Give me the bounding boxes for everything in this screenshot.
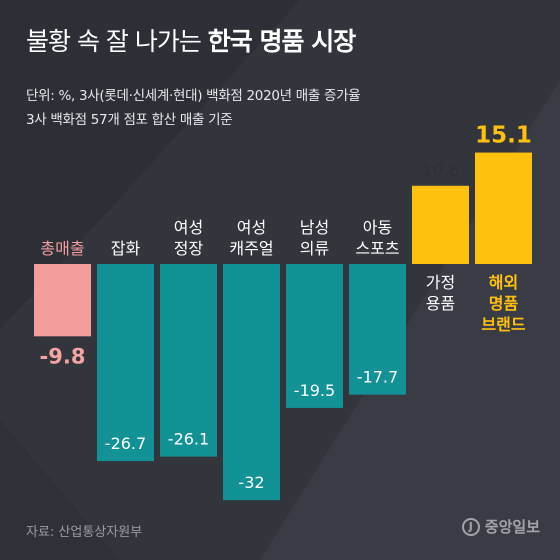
- publisher-logo: J 중앙일보: [461, 516, 540, 537]
- value-label-4: -19.5: [294, 381, 335, 400]
- category-label-5: 아동 스포츠: [355, 218, 399, 258]
- logo-text: 중앙일보: [484, 518, 540, 536]
- bar-7: [475, 152, 532, 264]
- category-label-0: 총매출: [40, 239, 84, 258]
- value-label-2: -26.1: [168, 430, 209, 449]
- logo-mark-icon: J: [461, 517, 480, 536]
- bar-5: [349, 264, 406, 395]
- category-label-1: 잡화: [111, 239, 141, 258]
- bar-3: [223, 264, 280, 501]
- chart-subtitle-units: 단위: %, 3사(롯데·신세계·현대) 백화점 2020년 매출 증가율: [26, 88, 361, 104]
- bar-1: [97, 264, 154, 462]
- value-label-5: -17.7: [357, 368, 398, 387]
- value-label-3: -32: [238, 473, 264, 492]
- category-label-6: 가정 용품: [426, 273, 455, 313]
- value-label-7: 15.1: [475, 123, 532, 149]
- category-label-4: 남성 의류: [300, 218, 329, 258]
- value-label-1: -26.7: [105, 434, 146, 453]
- source-note: 자료: 산업통상자원부: [26, 525, 143, 540]
- bar-0: [34, 264, 91, 337]
- bar-4: [286, 264, 343, 408]
- bar-6: [412, 185, 469, 264]
- category-label-3: 여성 캐주얼: [229, 218, 273, 258]
- value-label-6: 10.6: [422, 161, 460, 181]
- category-label-2: 여성 정장: [174, 218, 204, 258]
- chart-subtitle-basis: 3사 백화점 57개 점포 합산 매출 기준: [26, 112, 233, 128]
- category-label-7: 해외 명품 브랜드: [481, 273, 525, 334]
- chart-title-bold: 한국 명품 시장: [207, 27, 356, 56]
- bar-2: [160, 264, 217, 457]
- chart-title: 불황 속 잘 나가는 한국 명품 시장: [26, 22, 356, 58]
- chart-title-light: 불황 속 잘 나가는: [26, 27, 202, 56]
- value-label-0: -9.8: [40, 344, 86, 368]
